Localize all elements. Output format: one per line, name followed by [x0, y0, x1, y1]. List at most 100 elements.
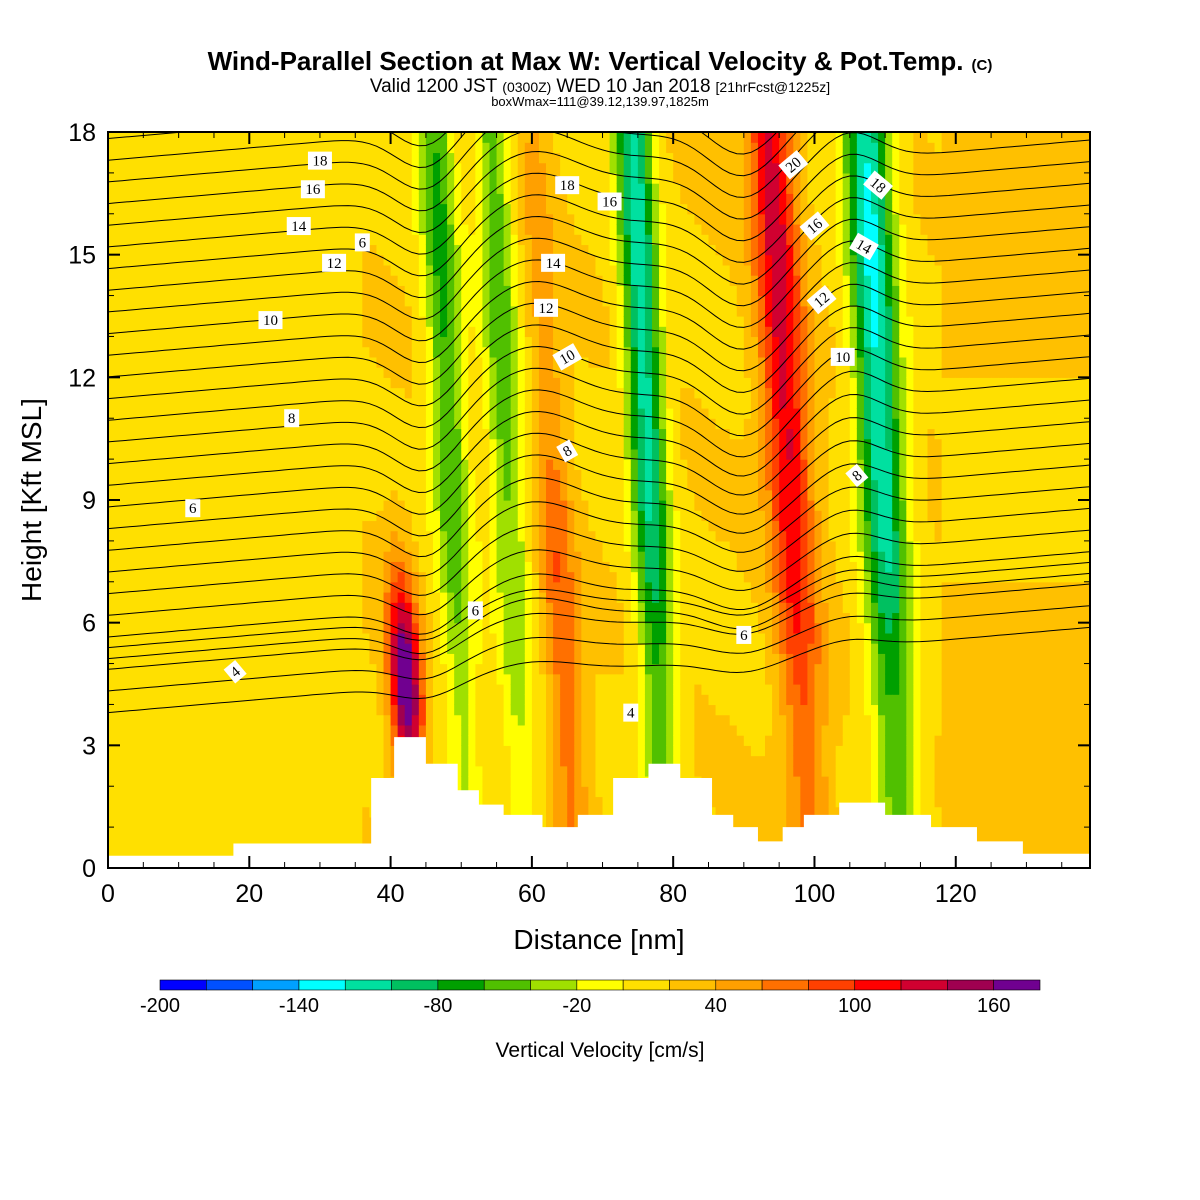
velocity-cell [334, 796, 342, 808]
velocity-cell [291, 275, 300, 286]
velocity-cell [369, 581, 378, 593]
velocity-cell [425, 172, 434, 184]
velocity-cell [115, 643, 123, 654]
velocity-cell [538, 142, 547, 154]
velocity-cell [475, 264, 484, 276]
velocity-cell [235, 704, 243, 716]
velocity-cell [468, 295, 476, 307]
velocity-cell [136, 326, 144, 338]
velocity-cell [185, 755, 194, 767]
velocity-cell [432, 663, 441, 675]
velocity-cell [425, 581, 434, 593]
velocity-cell [397, 142, 406, 154]
velocity-cell [588, 745, 597, 757]
velocity-cell [482, 326, 491, 338]
velocity-cell [199, 612, 208, 624]
velocity-cell [185, 684, 194, 695]
velocity-cell [277, 142, 286, 154]
velocity-cell [496, 213, 505, 225]
velocity-cell [362, 489, 370, 501]
velocity-cell [383, 735, 392, 746]
velocity-cell [482, 735, 491, 746]
velocity-cell [404, 438, 413, 450]
velocity-cell [553, 745, 561, 757]
velocity-cell [574, 459, 582, 470]
velocity-cell [588, 632, 597, 644]
velocity-cell [496, 765, 505, 777]
velocity-cell [468, 428, 476, 440]
velocity-cell [432, 305, 441, 317]
velocity-cell [334, 765, 342, 777]
velocity-cell [164, 663, 173, 675]
velocity-cell [277, 152, 286, 164]
velocity-cell [390, 224, 399, 235]
velocity-cell [496, 132, 505, 143]
velocity-cell [538, 530, 547, 542]
velocity-cell [390, 213, 399, 225]
velocity-cell [411, 571, 420, 583]
velocity-cell [312, 428, 321, 440]
velocity-cell [319, 387, 328, 399]
velocity-cell [447, 551, 455, 562]
velocity-cell [185, 776, 194, 787]
velocity-cell [489, 193, 498, 205]
velocity-cell [235, 653, 243, 665]
velocity-cell [411, 438, 420, 450]
velocity-cell [574, 356, 582, 368]
velocity-cell [588, 653, 597, 665]
velocity-cell [362, 275, 370, 286]
velocity-cell [383, 520, 392, 532]
velocity-cell [150, 162, 159, 174]
velocity-cell [538, 356, 547, 368]
velocity-cell [475, 632, 484, 644]
velocity-cell [376, 387, 385, 399]
velocity-cell [432, 254, 441, 266]
velocity-cell [298, 448, 307, 460]
velocity-cell [213, 592, 222, 603]
velocity-cell [221, 755, 229, 767]
velocity-cell [489, 264, 498, 276]
velocity-cell [270, 479, 279, 491]
velocity-cell [517, 653, 526, 665]
velocity-cell [362, 193, 370, 205]
velocity-cell [447, 234, 455, 246]
velocity-cell [468, 408, 476, 419]
velocity-cell [496, 704, 505, 716]
velocity-cell [383, 571, 392, 583]
velocity-cell [440, 622, 448, 634]
velocity-cell [263, 684, 272, 695]
velocity-cell [213, 673, 222, 685]
velocity-cell [256, 469, 265, 481]
velocity-cell [213, 612, 222, 624]
velocity-cell [531, 632, 540, 644]
velocity-cell [369, 162, 378, 174]
velocity-cell [178, 326, 187, 338]
velocity-cell [185, 193, 194, 205]
velocity-cell [157, 540, 166, 552]
velocity-cell [185, 530, 194, 542]
velocity-cell [567, 367, 575, 378]
velocity-cell [143, 459, 151, 470]
velocity-cell [348, 295, 356, 307]
velocity-cell [270, 234, 279, 246]
velocity-cell [171, 377, 180, 389]
velocity-cell [221, 397, 229, 409]
velocity-cell [319, 285, 328, 297]
velocity-cell [164, 213, 173, 225]
velocity-cell [263, 438, 272, 450]
velocity-cell [538, 152, 547, 164]
velocity-cell [432, 571, 441, 583]
velocity-cell [348, 530, 356, 542]
velocity-cell [489, 592, 498, 603]
velocity-cell [574, 469, 582, 481]
velocity-cell [517, 765, 526, 777]
velocity-cell [305, 602, 314, 614]
velocity-cell [538, 336, 547, 348]
velocity-cell [454, 336, 462, 348]
velocity-cell [206, 346, 215, 358]
velocity-cell [369, 592, 378, 603]
velocity-cell [136, 418, 144, 430]
velocity-cell [192, 305, 201, 317]
velocity-cell [129, 602, 137, 614]
velocity-cell [284, 152, 293, 164]
